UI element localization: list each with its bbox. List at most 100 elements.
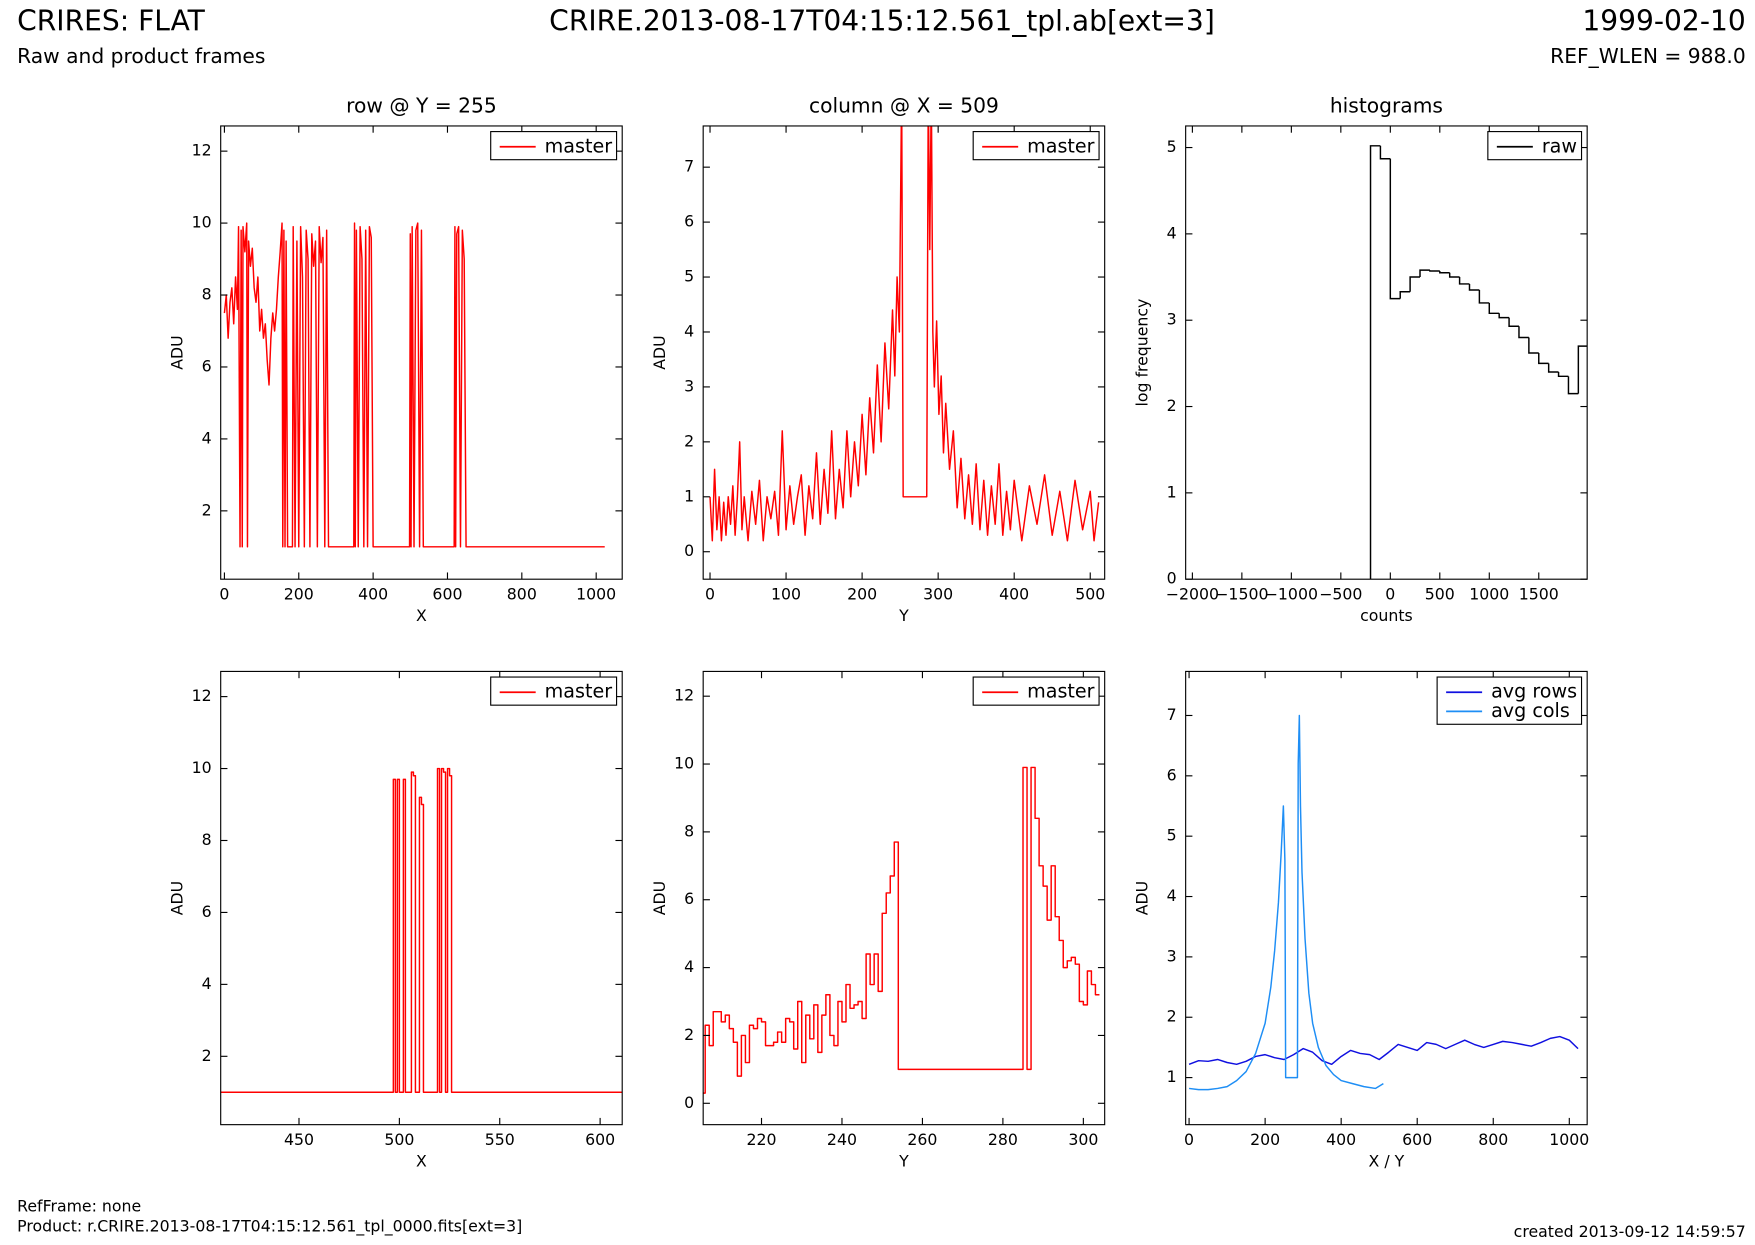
data-line — [703, 766, 1100, 1094]
ref-frame: RefFrame: none — [17, 1196, 141, 1215]
y-tick-label: 5 — [1167, 826, 1177, 845]
y-tick-label: 7 — [1167, 705, 1177, 724]
y-tick-label: 8 — [684, 821, 694, 840]
y-tick-label: 4 — [684, 321, 694, 340]
plot-area — [703, 125, 1105, 580]
histogram-step — [1577, 345, 1588, 394]
x-tick-label: 600 — [1402, 1130, 1432, 1149]
legend-label: master — [545, 134, 613, 157]
y-tick-label: 2 — [1167, 1007, 1177, 1026]
y-tick-label: 2 — [684, 431, 694, 450]
x-tick-label: −500 — [1319, 584, 1362, 603]
y-tick-label: 10 — [674, 754, 694, 773]
x-tick-label: 1000 — [1549, 1130, 1589, 1149]
y-axis-label: log frequency — [1132, 299, 1151, 407]
x-tick-label: 280 — [988, 1130, 1018, 1149]
histogram-step — [1468, 283, 1480, 291]
y-tick-label: 10 — [192, 213, 212, 232]
y-tick-label: 8 — [202, 285, 212, 304]
histogram-step — [1538, 353, 1549, 365]
y-tick-label: 10 — [192, 758, 212, 777]
x-tick-label: 0 — [1184, 1130, 1194, 1149]
x-axis-label: Y — [898, 1151, 909, 1170]
histogram-step — [1557, 372, 1569, 378]
x-tick-label: 600 — [432, 584, 462, 603]
legend-box — [1436, 676, 1583, 725]
created: created 2013-09-12 14:59:57 — [1514, 1222, 1746, 1241]
legend: master — [972, 676, 1100, 706]
y-tick-label: 1 — [1167, 482, 1177, 501]
x-tick-label: 200 — [1250, 1130, 1280, 1149]
x-tick-label: 500 — [1075, 584, 1105, 603]
x-tick-label: 100 — [771, 584, 801, 603]
plot-area — [1185, 125, 1588, 580]
y-tick-label: 7 — [684, 157, 694, 176]
legend-label: avg cols — [1491, 699, 1570, 722]
legend-box — [1487, 131, 1583, 161]
y-axis-label: ADU — [167, 881, 186, 915]
histogram-step — [1448, 272, 1460, 278]
y-axis-label: ADU — [1132, 881, 1151, 915]
histogram-step — [1528, 337, 1539, 354]
x-tick-label: 300 — [1068, 1130, 1098, 1149]
plot-area — [1185, 671, 1588, 1125]
y-tick-label: 12 — [192, 686, 212, 705]
y-tick-label: 1 — [684, 486, 694, 505]
legend-label: master — [1027, 680, 1095, 703]
histogram-step — [1429, 270, 1440, 272]
x-tick-label: 400 — [1326, 1130, 1356, 1149]
y-tick-label: 2 — [684, 1025, 694, 1044]
legend-label: master — [1027, 134, 1095, 157]
plot-frame — [1185, 670, 1588, 1126]
page-title: CRIRES: FLAT — [17, 4, 206, 37]
x-axis-label: Y — [898, 606, 909, 625]
histogram-step — [1488, 302, 1500, 315]
histogram-step — [1409, 276, 1421, 292]
y-tick-label: 0 — [684, 1093, 694, 1112]
y-tick-label: 2 — [202, 1046, 212, 1065]
legend: master — [490, 131, 618, 161]
y-tick-label: 4 — [202, 974, 212, 993]
y-tick-label: 2 — [202, 500, 212, 519]
x-tick-label: 1000 — [1469, 584, 1509, 603]
x-axis-label: counts — [1360, 606, 1413, 625]
x-tick-label: 400 — [999, 584, 1029, 603]
x-tick-label: 1000 — [576, 584, 616, 603]
y-tick-label: 5 — [684, 267, 694, 286]
y-tick-label: 4 — [1167, 886, 1177, 905]
y-tick-label: 12 — [674, 686, 694, 705]
y-tick-label: 1 — [1167, 1067, 1177, 1086]
y-tick-label: 6 — [684, 212, 694, 231]
histogram-step — [1547, 363, 1559, 373]
x-tick-label: 260 — [907, 1130, 937, 1149]
chart-title: column @ X = 509 — [809, 93, 999, 117]
histogram-step — [1369, 145, 1381, 580]
x-tick-label: 450 — [284, 1130, 314, 1149]
x-tick-label: 550 — [485, 1130, 515, 1149]
plot-frame — [702, 125, 1106, 580]
y-axis-label: ADU — [650, 881, 669, 915]
x-tick-label: 1500 — [1519, 584, 1559, 603]
y-tick-label: 3 — [1167, 310, 1177, 329]
product: Product: r.CRIRE.2013-08-17T04:15:12.561… — [17, 1217, 522, 1237]
plot-area — [703, 671, 1105, 1125]
x-tick-label: 200 — [847, 584, 877, 603]
data-line — [223, 222, 605, 548]
date: 1999-02-10 — [1582, 4, 1745, 37]
page-subtitle: Raw and product frames — [17, 44, 265, 68]
legend: master — [490, 676, 618, 706]
y-tick-label: 12 — [192, 141, 212, 160]
legend-label: raw — [1542, 134, 1577, 157]
legend-box — [490, 676, 618, 706]
x-tick-label: 240 — [827, 1130, 857, 1149]
y-tick-label: 4 — [684, 957, 694, 976]
histogram-step — [1478, 289, 1490, 304]
y-tick-label: 4 — [202, 428, 212, 447]
legend-box — [972, 131, 1100, 161]
x-tick-label: 800 — [1478, 1130, 1508, 1149]
histogram-step — [1389, 158, 1401, 300]
x-tick-label: 200 — [284, 584, 314, 603]
y-tick-label: 2 — [1167, 396, 1177, 415]
histogram-step — [1419, 269, 1430, 278]
